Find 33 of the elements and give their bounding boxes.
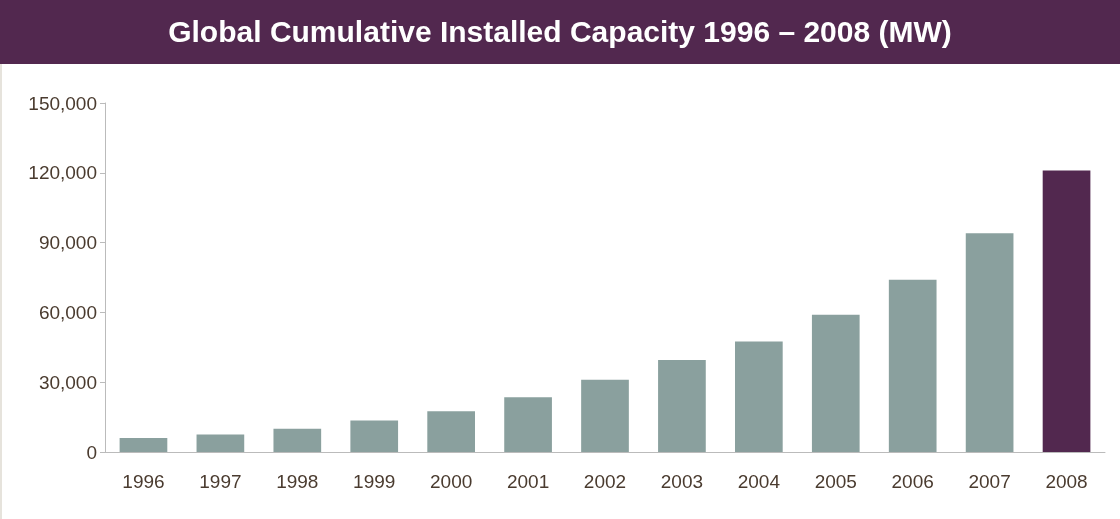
y-tick-label: 0 bbox=[86, 441, 97, 463]
y-tick-label: 60,000 bbox=[38, 301, 97, 323]
y-tick-label: 120,000 bbox=[28, 162, 97, 184]
bar bbox=[504, 397, 552, 452]
y-tick-label: 90,000 bbox=[38, 232, 97, 254]
bar bbox=[888, 279, 937, 452]
x-tick-label: 2000 bbox=[430, 471, 473, 492]
bar bbox=[1042, 170, 1091, 452]
x-tick-label: 2008 bbox=[1045, 471, 1088, 492]
x-tick-label: 2005 bbox=[814, 471, 857, 492]
x-tick-label: 2003 bbox=[660, 471, 704, 492]
x-tick-label: 2002 bbox=[583, 471, 627, 492]
bar bbox=[119, 438, 168, 452]
x-tick-label: 1996 bbox=[122, 471, 165, 492]
x-tick-label: 1999 bbox=[353, 471, 396, 492]
bar bbox=[965, 233, 1014, 452]
bar bbox=[273, 428, 322, 452]
bar bbox=[196, 434, 245, 452]
chart-title: Global Cumulative Installed Capacity 1996 – 2008 (MW) bbox=[0, 0, 1120, 64]
x-tick-label: 2004 bbox=[737, 471, 781, 492]
x-tick-label: 2001 bbox=[506, 471, 550, 492]
bar bbox=[735, 341, 783, 452]
bar bbox=[427, 411, 475, 452]
bar bbox=[581, 379, 629, 452]
bar bbox=[658, 360, 706, 452]
y-tick-label: 150,000 bbox=[28, 92, 97, 114]
bar bbox=[811, 314, 860, 452]
x-tick-label: 2006 bbox=[891, 471, 934, 492]
y-tick-label: 30,000 bbox=[38, 371, 97, 393]
x-tick-label: 1997 bbox=[199, 471, 242, 492]
x-tick-label: 1998 bbox=[276, 471, 319, 492]
x-tick-label: 2007 bbox=[968, 471, 1011, 492]
bar bbox=[350, 420, 399, 452]
